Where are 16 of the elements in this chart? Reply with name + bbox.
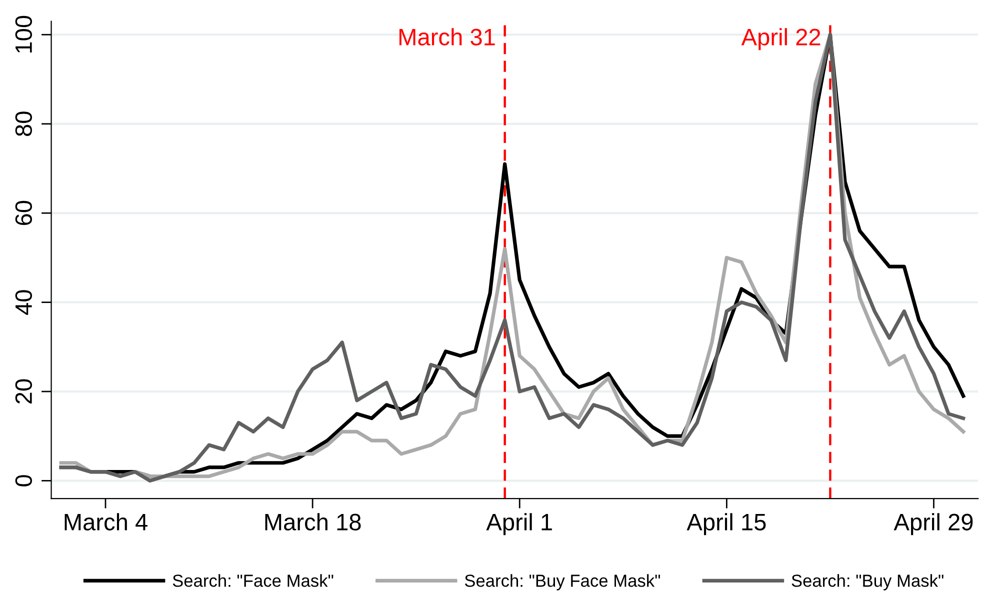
y-tick-label: 80 (15, 112, 32, 136)
x-tick-label: April 1 (486, 513, 552, 536)
y-tick-label: 0 (15, 475, 32, 486)
legend-label: Search: "Buy Mask" (792, 574, 944, 590)
ref-line-label: April 22 (741, 28, 820, 50)
x-tick-label: March 4 (64, 513, 148, 530)
legend-label: Search: "Face Mask" (172, 574, 334, 587)
ref-line-label: March 31 (399, 28, 495, 46)
y-tick-label: 40 (15, 290, 32, 315)
legend-label: Search: "Buy Face Mask" (464, 574, 660, 590)
x-tick-label: April 29 (894, 513, 973, 536)
y-tick-label: 60 (15, 200, 32, 226)
x-tick-label: April 15 (686, 513, 766, 536)
y-tick-label: 20 (15, 379, 32, 404)
y-tick-label: 100 (15, 16, 32, 53)
x-tick-label: March 18 (265, 513, 361, 530)
